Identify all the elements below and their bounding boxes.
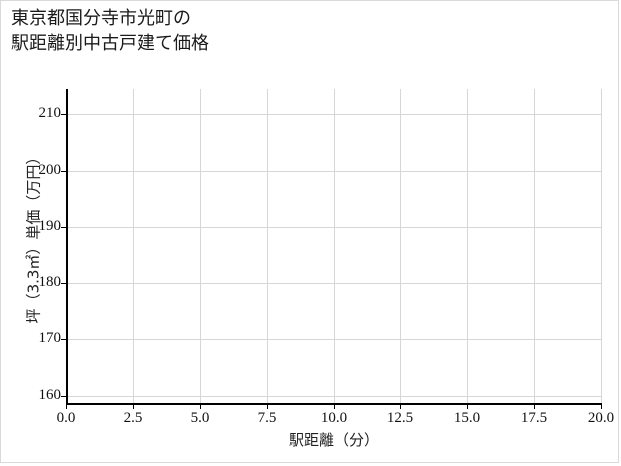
y-axis-line (66, 89, 68, 405)
x-tick-12.5 (400, 404, 401, 409)
gridline-y-170 (66, 339, 601, 340)
y-axis-title: 坪（3.3㎡）単価（万円） (24, 149, 43, 324)
y-tick-190 (61, 227, 66, 228)
gridline-y-180 (66, 283, 601, 284)
x-tick-20.0 (601, 404, 602, 409)
y-tick-200 (61, 171, 66, 172)
gridline-y-210 (66, 114, 601, 115)
gridline-x-7.5 (267, 89, 268, 404)
y-tick-label-180: 180 (38, 274, 62, 290)
plot-background (66, 89, 601, 404)
plot-area (66, 89, 602, 404)
gridline-x-17.5 (534, 89, 535, 404)
gridline-y-200 (66, 171, 601, 172)
x-tick-label-5.0: 5.0 (190, 410, 210, 426)
x-axis-title: 駅距離（分） (288, 431, 379, 449)
chart-title-line2: 駅距離別中古戸建て価格 (11, 33, 209, 54)
x-tick-label-10.0: 10.0 (320, 410, 348, 426)
y-tick-label-210: 210 (38, 105, 62, 121)
y-axis-tick-labels: 160 170 180 190 200 210 (13, 1, 62, 466)
gridline-x-15 (467, 89, 468, 404)
x-tick-label-15.0: 15.0 (453, 410, 481, 426)
y-tick-label-160: 160 (38, 387, 62, 403)
y-tick-180 (61, 283, 66, 284)
x-tick-5.0 (200, 404, 201, 409)
y-tick-170 (61, 339, 66, 340)
x-tick-2.5 (133, 404, 134, 409)
x-tick-label-17.5: 17.5 (520, 410, 548, 426)
gridline-x-20 (601, 89, 602, 404)
x-tick-17.5 (534, 404, 535, 409)
x-tick-7.5 (267, 404, 268, 409)
chart-title: 東京都国分寺市光町の 駅距離別中古戸建て価格 (11, 6, 511, 56)
x-tick-label-12.5: 12.5 (386, 410, 414, 426)
y-tick-210 (61, 114, 66, 115)
x-tick-15.0 (467, 404, 468, 409)
chart-title-line1: 東京都国分寺市光町の (11, 8, 191, 29)
y-tick-160 (61, 396, 66, 397)
x-tick-0.0 (66, 404, 67, 409)
x-tick-label-0.0: 0.0 (56, 410, 76, 426)
x-tick-10.0 (334, 404, 335, 409)
x-tick-label-7.5: 7.5 (257, 410, 277, 426)
y-tick-label-200: 200 (38, 162, 62, 178)
gridline-y-160 (66, 396, 601, 397)
gridline-x-5 (200, 89, 201, 404)
y-tick-label-170: 170 (38, 330, 62, 346)
gridline-x-10 (334, 89, 335, 404)
y-tick-label-190: 190 (38, 218, 62, 234)
x-tick-label-20.0: 20.0 (587, 410, 615, 426)
gridline-x-12.5 (400, 89, 401, 404)
x-tick-label-2.5: 2.5 (123, 410, 143, 426)
gridline-x-2.5 (133, 89, 134, 404)
y-axis-title-container: 坪（3.3㎡）単価（万円） (1, 1, 43, 466)
gridline-y-190 (66, 227, 601, 228)
